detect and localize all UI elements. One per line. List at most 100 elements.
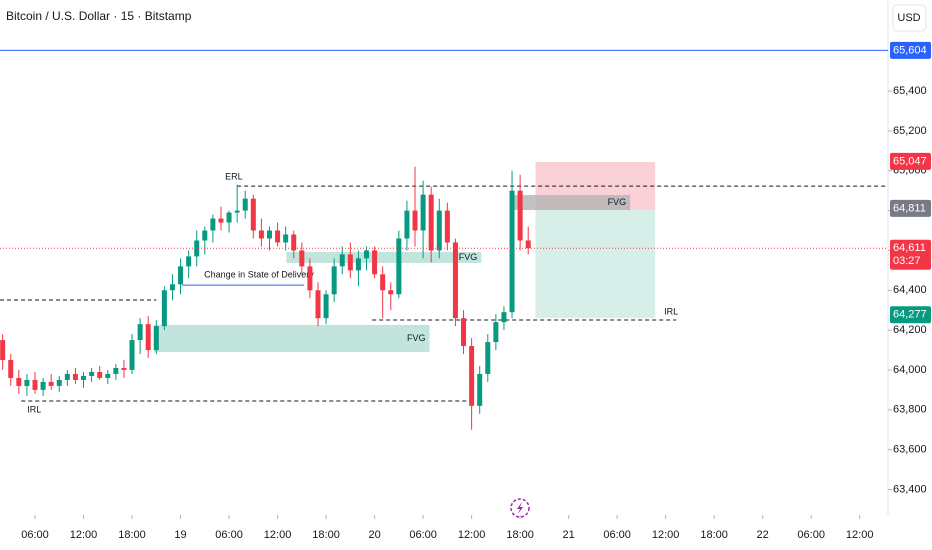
candle-body <box>452 242 458 319</box>
countdown-label: 03:27 <box>893 255 921 267</box>
candle-body <box>347 254 353 271</box>
candle-body <box>501 312 507 323</box>
level-label: IRL <box>27 404 41 414</box>
candle-body <box>121 367 127 370</box>
x-tick-label: 12:00 <box>652 529 680 541</box>
x-tick-label: 06:00 <box>215 529 243 541</box>
candle-body <box>178 266 184 285</box>
candle-body <box>186 256 192 267</box>
candle-body <box>355 258 361 271</box>
candle-body <box>234 210 240 213</box>
candle-body <box>283 234 289 243</box>
price-marker-label: 64,611 <box>893 242 926 254</box>
x-tick-label: 12:00 <box>458 529 486 541</box>
candle-body <box>64 373 70 380</box>
candle-body <box>428 194 434 251</box>
y-tick-label: 65,400 <box>893 85 927 97</box>
y-tick-label: 65,200 <box>893 125 927 137</box>
candle-body <box>145 324 151 351</box>
candle-body <box>16 377 22 386</box>
candle-body <box>113 367 119 374</box>
x-tick-label: 22 <box>757 529 769 541</box>
candle-body <box>40 381 46 390</box>
candle-body <box>266 230 272 239</box>
candle-body <box>323 294 329 319</box>
price-marker-label: 64,811 <box>893 202 926 214</box>
x-tick-label: 06:00 <box>797 529 825 541</box>
x-tick-label: 18:00 <box>118 529 146 541</box>
candle-body <box>81 375 87 380</box>
y-tick-label: 64,400 <box>893 284 927 296</box>
x-tick-label: 19 <box>174 529 186 541</box>
candle-body <box>48 381 54 386</box>
candle-body <box>161 290 167 327</box>
candle-body <box>72 373 78 380</box>
candle-body <box>388 290 394 295</box>
y-tick-label: 63,400 <box>893 483 927 495</box>
x-tick-label: 20 <box>368 529 380 541</box>
x-tick-label: 18:00 <box>506 529 534 541</box>
zone-label: FVG <box>407 333 426 343</box>
zone <box>286 252 482 263</box>
level-label: IRL <box>664 306 678 316</box>
price-marker <box>890 199 931 217</box>
x-tick-label: 12:00 <box>70 529 98 541</box>
x-tick-label: 06:00 <box>409 529 437 541</box>
candle-body <box>24 379 30 386</box>
candle-body <box>444 210 450 243</box>
zone <box>153 324 430 353</box>
candle-body <box>299 250 305 267</box>
zone-label: FVG <box>608 197 627 207</box>
candle-body <box>0 340 6 361</box>
x-tick-label: 18:00 <box>700 529 728 541</box>
zone <box>514 195 631 210</box>
candle-body <box>380 274 386 291</box>
y-tick-label: 63,600 <box>893 444 927 456</box>
candle-body <box>242 198 248 211</box>
candle-body <box>137 324 143 341</box>
price-marker-label: 64,277 <box>893 309 927 321</box>
x-tick-label: 06:00 <box>21 529 49 541</box>
candle-body <box>315 290 321 319</box>
currency-label[interactable]: USD <box>897 12 920 24</box>
x-tick-label: 21 <box>563 529 575 541</box>
currency-button[interactable] <box>892 4 927 32</box>
candle-body <box>89 371 95 376</box>
zone <box>535 209 656 318</box>
candle-body <box>420 194 426 231</box>
chart-title: Bitcoin / U.S. Dollar · 15 · Bitstamp <box>6 9 192 23</box>
candle-body <box>509 190 515 313</box>
price-marker <box>890 239 931 270</box>
candle-body <box>396 238 402 295</box>
candle-body <box>226 212 232 223</box>
candle-body <box>469 346 475 406</box>
candle-body <box>169 284 175 291</box>
candle-body <box>8 360 14 378</box>
plot-layer: 63,400 63,600 63,800 64,000 64,200 64,400 64,6… <box>0 41 931 541</box>
candle-body <box>275 230 281 243</box>
y-tick-label: 63,800 <box>893 404 927 416</box>
candle-body <box>517 190 523 241</box>
candle-body <box>250 198 256 231</box>
candle-body <box>307 266 313 291</box>
candle-body <box>202 230 208 241</box>
y-tick-label: 64,200 <box>893 324 927 336</box>
candle-body <box>291 234 297 251</box>
candle-body <box>412 210 418 231</box>
price-marker <box>890 41 931 59</box>
candle-body <box>331 266 337 295</box>
candle-body <box>153 326 159 351</box>
candle-body <box>493 322 499 343</box>
candle-body <box>129 340 135 370</box>
x-tick-label: 06:00 <box>603 529 631 541</box>
annotation-text: Change in State of Delivery <box>204 269 314 279</box>
candle-body <box>525 240 531 249</box>
candle-body <box>97 371 103 378</box>
candle-body <box>485 342 491 374</box>
lightning-icon[interactable] <box>510 498 530 518</box>
candle-body <box>364 250 370 259</box>
candle-body <box>258 230 264 239</box>
x-tick-label: 12:00 <box>846 529 874 541</box>
